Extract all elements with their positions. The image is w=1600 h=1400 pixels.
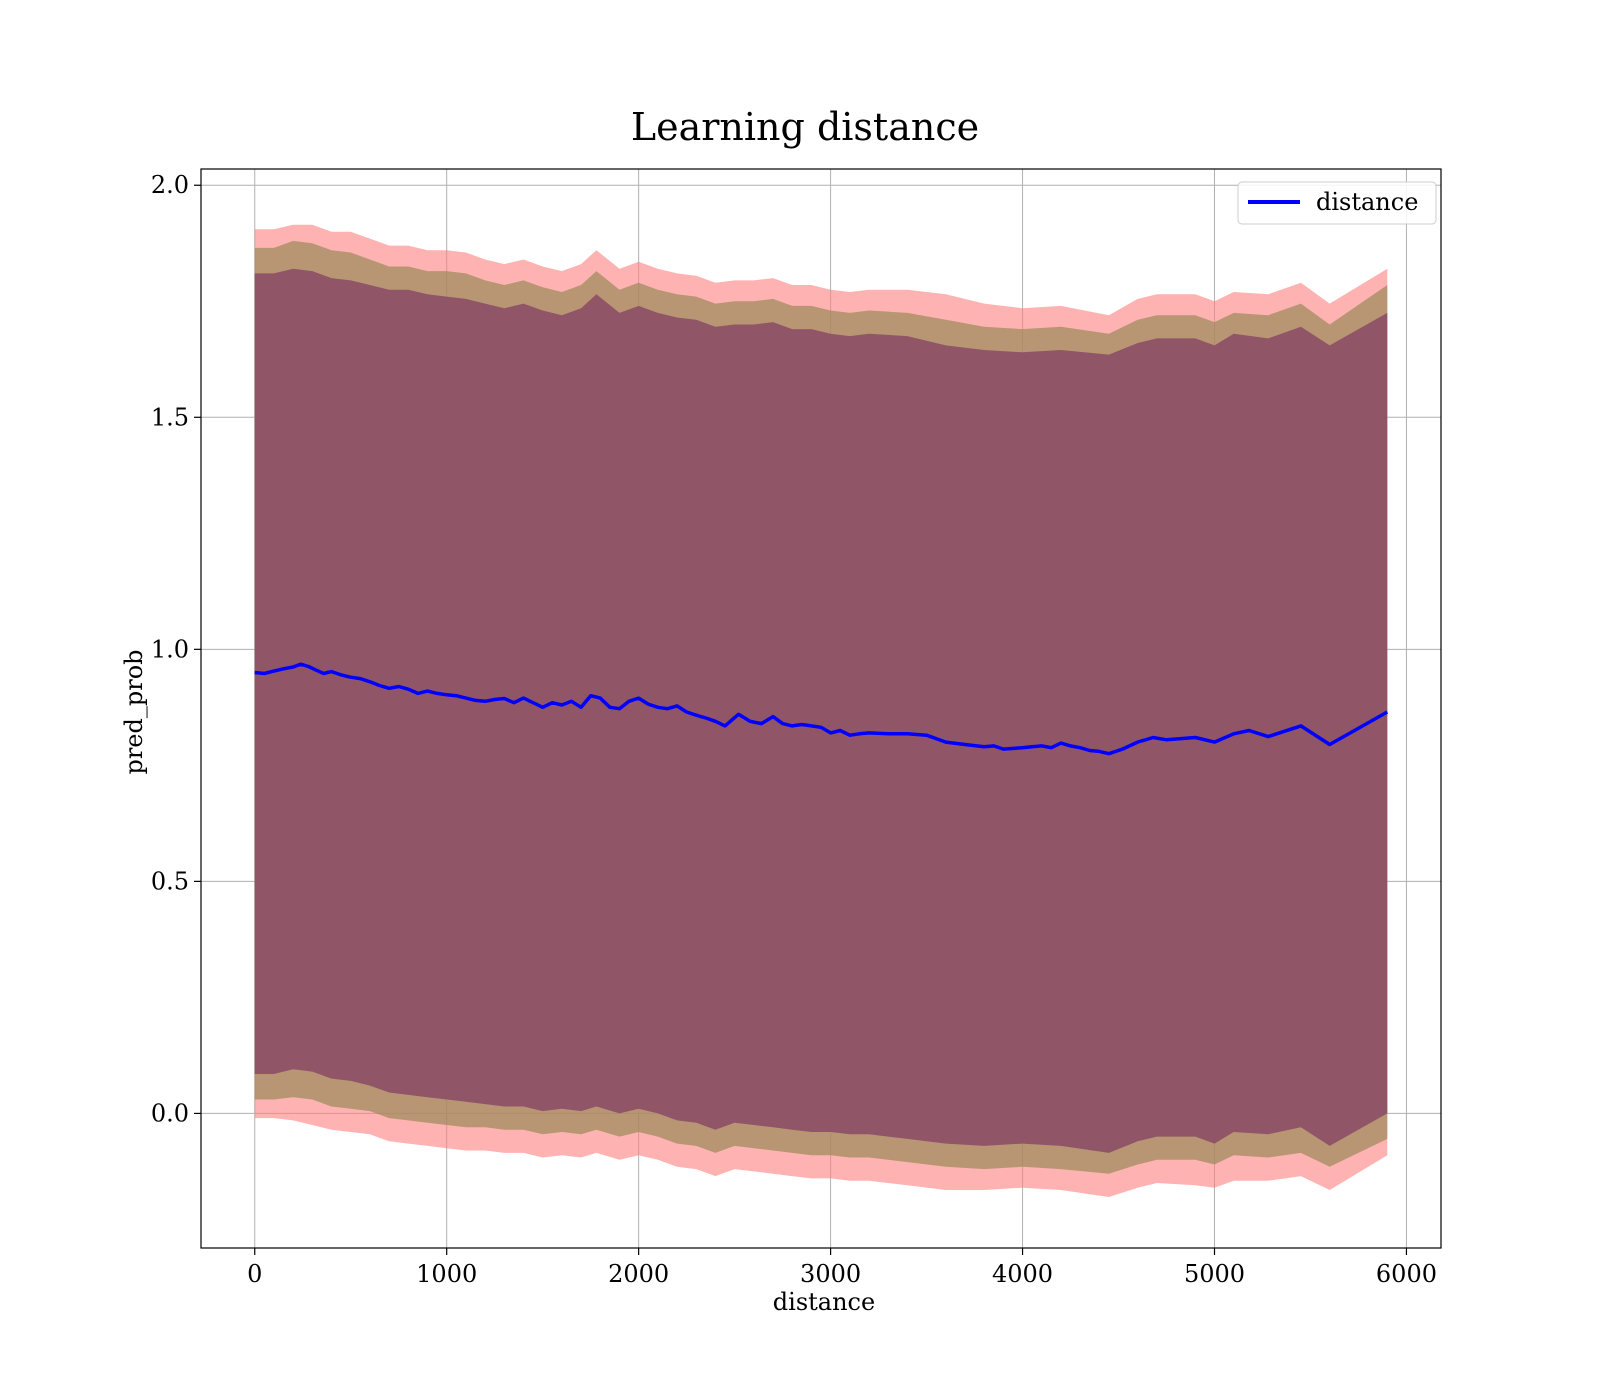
x-tick-label-2: 2000 (608, 1260, 669, 1288)
y-axis-label: pred_prob (120, 649, 148, 774)
band-inner (254, 268, 1388, 1153)
x-tick-label-6: 6000 (1376, 1260, 1437, 1288)
x-tick-label-3: 3000 (800, 1260, 861, 1288)
x-tick-label-5: 5000 (1184, 1260, 1245, 1288)
x-tick-label-4: 4000 (992, 1260, 1053, 1288)
series-layer (254, 662, 1389, 756)
x-tick-label-1: 1000 (416, 1260, 477, 1288)
legend-box (1237, 181, 1437, 225)
y-tick-label-4: 2.0 (151, 171, 189, 199)
error-bands (254, 224, 1388, 1197)
x-tick-label-0: 0 (247, 1260, 262, 1288)
axis-ticks: 0 1000 2000 3000 4000 5000 6000 0.0 0.5 1.0 1.5 2.0 (151, 171, 1437, 1288)
chart-title: Learning distance (631, 105, 979, 149)
y-tick-label-1: 0.5 (151, 867, 189, 895)
y-tick-label-2: 1.0 (151, 635, 189, 663)
series-line-distance (254, 662, 1389, 756)
y-tick-label-0: 0.0 (151, 1099, 189, 1127)
x-axis-label: distance (773, 1288, 875, 1316)
y-tick-label-3: 1.5 (151, 403, 189, 431)
legend-label: distance (1316, 188, 1418, 216)
plot-frame (200, 168, 1442, 1249)
legend: distance (1237, 181, 1437, 225)
